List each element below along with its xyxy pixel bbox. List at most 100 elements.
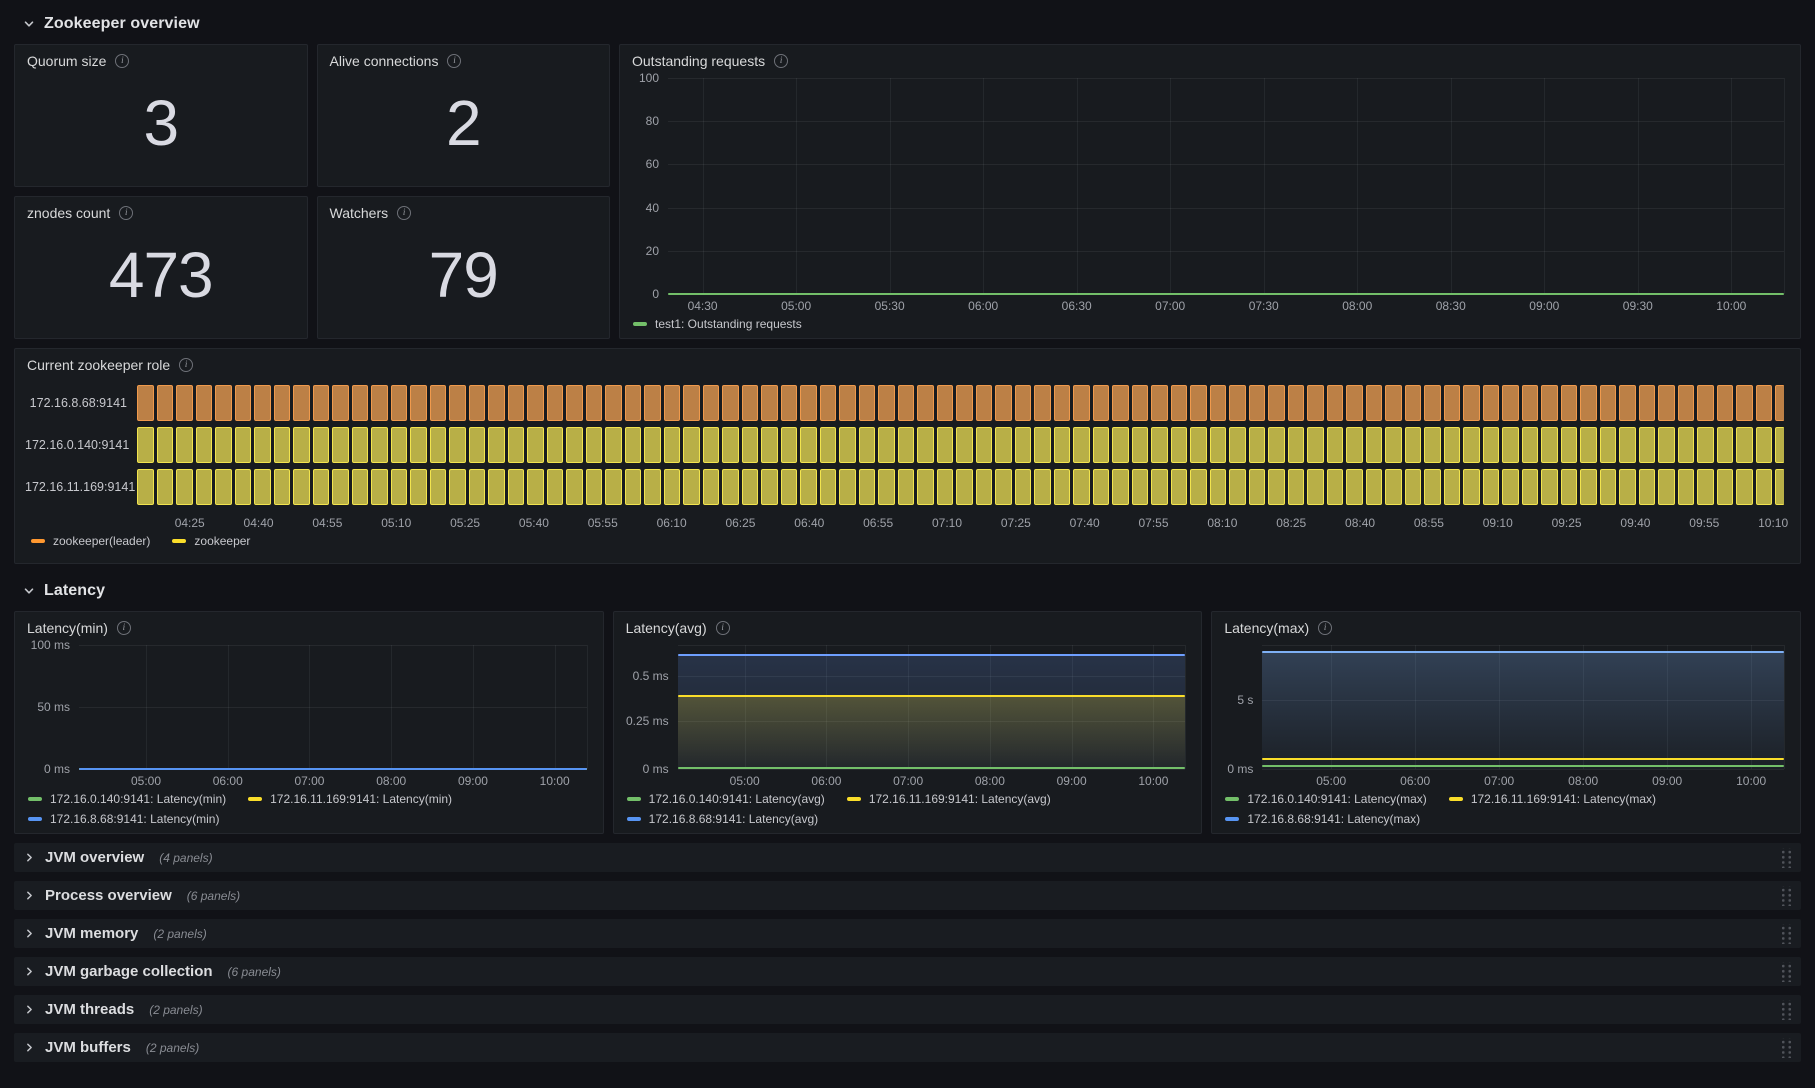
state-bar[interactable] [1697,469,1714,505]
state-bar[interactable] [468,469,485,505]
state-bar[interactable] [1170,427,1187,463]
state-bar[interactable] [624,385,641,421]
state-bar[interactable] [956,469,973,505]
panel-header[interactable]: Quorum size i [15,45,307,72]
state-bar[interactable] [1424,427,1441,463]
state-bar[interactable] [1697,385,1714,421]
state-bar[interactable] [527,427,544,463]
state-bar[interactable] [195,427,212,463]
state-bar[interactable] [1268,469,1285,505]
state-bar[interactable] [897,427,914,463]
collapsed-row-jvm-garbage-collection[interactable]: JVM garbage collection (6 panels) [14,957,1801,986]
state-bar[interactable] [644,427,661,463]
legend-item[interactable]: 172.16.8.68:9141: Latency(avg) [626,812,818,826]
state-bar[interactable] [1014,385,1031,421]
state-bar[interactable] [1287,469,1304,505]
state-bar[interactable] [1170,385,1187,421]
state-bar[interactable] [449,385,466,421]
state-bar[interactable] [702,469,719,505]
state-bar[interactable] [585,469,602,505]
state-bar[interactable] [1307,469,1324,505]
state-bar[interactable] [917,385,934,421]
state-bar[interactable] [663,385,680,421]
collapsed-row-process-overview[interactable]: Process overview (6 panels) [14,881,1801,910]
state-bar[interactable] [1580,469,1597,505]
state-bar[interactable] [585,385,602,421]
state-bar[interactable] [1326,385,1343,421]
state-bar[interactable] [1131,469,1148,505]
state-bar[interactable] [1190,427,1207,463]
state-bar[interactable] [332,385,349,421]
state-bar[interactable] [1580,385,1597,421]
state-bar[interactable] [819,385,836,421]
state-bar[interactable] [507,385,524,421]
state-bar[interactable] [761,469,778,505]
state-bar[interactable] [1034,469,1051,505]
state-bar[interactable] [1131,385,1148,421]
legend-item[interactable]: 172.16.8.68:9141: Latency(min) [28,812,219,826]
state-bar[interactable] [1502,427,1519,463]
info-icon[interactable]: i [116,621,131,635]
state-bar[interactable] [1560,385,1577,421]
state-bar[interactable] [1268,427,1285,463]
state-bar[interactable] [195,469,212,505]
state-bar[interactable] [858,427,875,463]
state-bar[interactable] [858,469,875,505]
drag-handle[interactable] [1779,999,1792,1020]
drag-handle[interactable] [1779,885,1792,906]
state-bar[interactable] [1365,469,1382,505]
state-bar[interactable] [312,385,329,421]
state-bar[interactable] [507,427,524,463]
drag-handle[interactable] [1779,847,1792,868]
state-bar[interactable] [1755,427,1772,463]
legend-item[interactable]: test1: Outstanding requests [633,317,802,331]
state-bar[interactable] [351,427,368,463]
state-bar[interactable] [1151,385,1168,421]
state-bar[interactable] [1482,469,1499,505]
state-bar[interactable] [273,427,290,463]
state-bar[interactable] [1482,385,1499,421]
state-bar[interactable] [1151,469,1168,505]
state-bar[interactable] [156,469,173,505]
section-row-zookeeper-overview[interactable]: Zookeeper overview [14,12,1801,36]
state-bar[interactable] [254,469,271,505]
panel-header[interactable]: Current zookeeper role i [15,349,1800,376]
state-bar[interactable] [1248,469,1265,505]
state-bar[interactable] [1443,427,1460,463]
state-bar[interactable] [351,469,368,505]
state-bar[interactable] [1443,469,1460,505]
state-bar[interactable] [566,427,583,463]
state-bar[interactable] [936,469,953,505]
state-bar[interactable] [897,469,914,505]
state-bar[interactable] [215,385,232,421]
state-bar[interactable] [429,469,446,505]
state-bar[interactable] [741,427,758,463]
info-icon[interactable]: i [774,54,789,68]
state-bar[interactable] [176,385,193,421]
state-bar[interactable] [1502,385,1519,421]
state-bar[interactable] [527,385,544,421]
state-bar[interactable] [1092,427,1109,463]
state-bar[interactable] [1736,385,1753,421]
state-bar[interactable] [1190,469,1207,505]
state-bar[interactable] [1638,385,1655,421]
info-icon[interactable]: i [115,54,130,68]
state-bar[interactable] [1736,469,1753,505]
panel-header[interactable]: Alive connections i [318,45,610,72]
info-icon[interactable]: i [119,206,134,220]
state-bar[interactable] [1014,427,1031,463]
state-bar[interactable] [975,385,992,421]
state-bar[interactable] [1619,385,1636,421]
state-bar[interactable] [156,427,173,463]
state-bar[interactable] [312,427,329,463]
state-bar[interactable] [488,469,505,505]
state-bar[interactable] [273,469,290,505]
state-bar[interactable] [1521,385,1538,421]
state-bar[interactable] [1599,427,1616,463]
state-bar[interactable] [1638,427,1655,463]
state-bar[interactable] [1112,469,1129,505]
state-bar[interactable] [195,385,212,421]
state-bar[interactable] [761,385,778,421]
legend-item[interactable]: 172.16.8.68:9141: Latency(max) [1225,812,1420,826]
state-bar[interactable] [1248,385,1265,421]
